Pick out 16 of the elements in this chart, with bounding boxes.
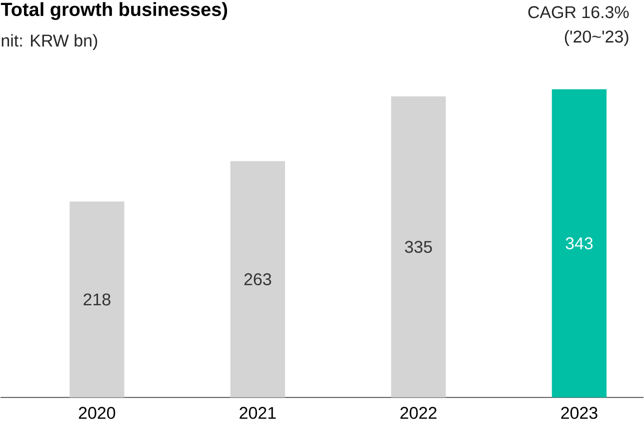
- data-label: 218: [84, 293, 110, 306]
- bar: [230, 160, 286, 398]
- text: CAGR 16.3%: [528, 6, 629, 18]
- bar: [552, 89, 607, 398]
- data-label: 263: [244, 273, 272, 286]
- chart-title: Total growth businesses): [0, 2, 228, 20]
- chart-subtitle: nit: KRW bn): [2, 34, 98, 50]
- data-label: 335: [404, 240, 432, 253]
- bar: [391, 96, 446, 398]
- x-tick-label: 2020: [78, 406, 116, 419]
- x-tick-label: 2023: [561, 406, 598, 419]
- data-label: 343: [566, 237, 593, 250]
- x-tick-label: 2021: [240, 406, 276, 419]
- x-tick-label: 2022: [400, 406, 436, 419]
- text: ('20~'23): [564, 30, 628, 46]
- bar: [70, 201, 124, 398]
